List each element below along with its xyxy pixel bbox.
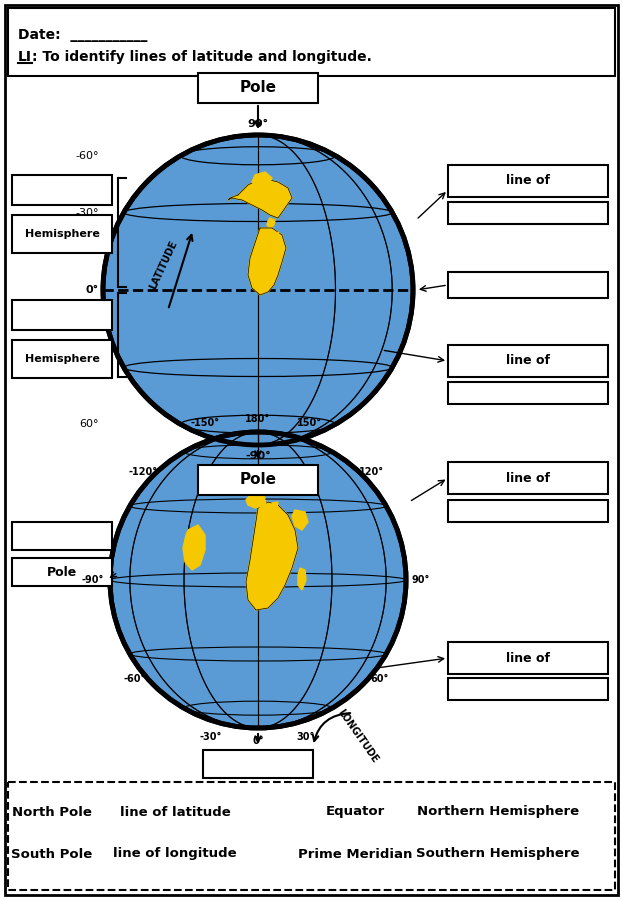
- Text: 0°: 0°: [86, 285, 99, 295]
- Polygon shape: [267, 218, 275, 228]
- Bar: [448, 345, 608, 377]
- Bar: [8, 8, 615, 76]
- Text: Hemisphere: Hemisphere: [24, 354, 100, 364]
- Polygon shape: [273, 232, 278, 236]
- Text: Hemisphere: Hemisphere: [24, 229, 100, 239]
- Text: -90°: -90°: [82, 575, 104, 585]
- Text: South Pole: South Pole: [11, 848, 93, 860]
- Text: 180°: 180°: [245, 414, 270, 424]
- Bar: [8, 782, 615, 890]
- Text: 30°: 30°: [80, 363, 99, 373]
- Bar: [198, 73, 318, 103]
- Text: line of longitude: line of longitude: [113, 848, 237, 860]
- Text: North Pole: North Pole: [12, 806, 92, 818]
- Bar: [12, 300, 112, 330]
- Text: 150°: 150°: [297, 418, 321, 428]
- Text: : To identify lines of latitude and longitude.: : To identify lines of latitude and long…: [32, 50, 372, 64]
- Bar: [12, 340, 112, 378]
- Text: Southern Hemisphere: Southern Hemisphere: [416, 848, 580, 860]
- Bar: [448, 272, 608, 298]
- Bar: [448, 500, 608, 522]
- Bar: [203, 750, 313, 778]
- Text: -30°: -30°: [199, 732, 222, 742]
- Polygon shape: [248, 228, 286, 295]
- Text: line of: line of: [506, 472, 550, 484]
- Bar: [448, 202, 608, 224]
- Text: Prime Meridian: Prime Meridian: [298, 848, 412, 860]
- Text: line of: line of: [506, 652, 550, 664]
- Text: LONGITUDE: LONGITUDE: [336, 707, 380, 765]
- Ellipse shape: [110, 432, 406, 728]
- Polygon shape: [292, 510, 308, 530]
- Text: 90°: 90°: [247, 119, 269, 129]
- Text: -60°: -60°: [123, 674, 146, 684]
- Text: Northern Hemisphere: Northern Hemisphere: [417, 806, 579, 818]
- Bar: [198, 465, 318, 495]
- Polygon shape: [183, 525, 205, 570]
- Polygon shape: [228, 178, 292, 218]
- Bar: [448, 165, 608, 197]
- Text: Pole: Pole: [239, 472, 277, 488]
- Bar: [12, 175, 112, 205]
- Text: Pole: Pole: [239, 80, 277, 95]
- Text: line of latitude: line of latitude: [120, 806, 231, 818]
- Text: Pole: Pole: [47, 565, 77, 579]
- Polygon shape: [246, 490, 265, 508]
- Text: -60°: -60°: [75, 151, 99, 161]
- Bar: [12, 558, 112, 586]
- Text: line of: line of: [506, 175, 550, 187]
- Text: 90°: 90°: [412, 575, 430, 585]
- Bar: [448, 642, 608, 674]
- Bar: [12, 215, 112, 253]
- Text: LATITUDE: LATITUDE: [148, 239, 179, 291]
- Text: LI: LI: [18, 50, 32, 64]
- Bar: [448, 462, 608, 494]
- Text: 120°: 120°: [359, 467, 384, 477]
- Polygon shape: [260, 500, 265, 505]
- Text: 60°: 60°: [371, 674, 389, 684]
- Polygon shape: [252, 172, 272, 186]
- Polygon shape: [246, 502, 298, 610]
- Text: 60°: 60°: [80, 419, 99, 429]
- Text: 30°: 30°: [296, 732, 315, 742]
- Text: -90°: -90°: [245, 451, 271, 461]
- Text: -150°: -150°: [191, 418, 219, 428]
- Polygon shape: [298, 568, 306, 590]
- Text: 0°: 0°: [252, 736, 264, 746]
- Text: line of: line of: [506, 355, 550, 367]
- Ellipse shape: [103, 135, 413, 445]
- Text: Equator: Equator: [325, 806, 384, 818]
- Bar: [448, 678, 608, 700]
- Text: -30°: -30°: [75, 208, 99, 218]
- Polygon shape: [272, 502, 278, 508]
- Bar: [448, 382, 608, 404]
- Bar: [12, 522, 112, 550]
- Text: Date:  ___________: Date: ___________: [18, 28, 148, 42]
- Text: -120°: -120°: [128, 467, 158, 477]
